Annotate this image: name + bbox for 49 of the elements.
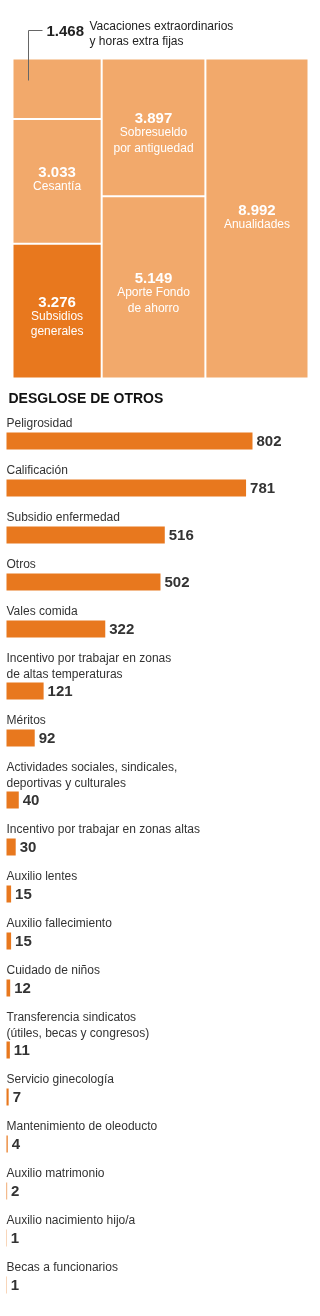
data-label: 1 — [10, 1229, 20, 1246]
y-tick-label: Becas a funcionarios — [6, 1259, 118, 1274]
data-label: 4 — [11, 1135, 21, 1152]
y-tick-label: Subsidio enfermedad — [6, 509, 120, 524]
y-tick-label: Cuidado de niños — [6, 962, 100, 977]
y-tick-label: Auxilio matrimonio — [6, 1165, 105, 1180]
category-label: Cesantía — [33, 179, 82, 194]
data-label: 7 — [12, 1088, 21, 1105]
data-label: 3.897 — [134, 109, 173, 127]
y-tick-label: Otros — [6, 556, 36, 571]
y-tick-label: Auxilio nacimiento hijo/a — [6, 1212, 136, 1227]
y-tick-label: Incentivo por trabajar en zonas de altas temperaturas — [6, 650, 172, 681]
category-label: Anualidades — [223, 216, 290, 231]
data-label: 92 — [38, 729, 56, 746]
data-label: 781 — [250, 479, 276, 496]
category-label: Vacaciones extraordinarios y horas extra fijas — [89, 18, 234, 48]
data-label: 1 — [10, 1276, 20, 1293]
y-tick-label: Auxilio lentes — [6, 868, 78, 883]
y-tick-label: Mantenimiento de oleoducto — [6, 1118, 158, 1133]
data-label: 3.033 — [38, 163, 76, 181]
data-label: 30 — [19, 838, 37, 855]
data-label: 15 — [15, 932, 32, 949]
data-label: 502 — [164, 573, 190, 590]
y-tick-label: Vales comida — [6, 603, 78, 618]
y-tick-label: Peligrosidad — [6, 415, 73, 430]
chart-title: DESGLOSE DE OTROS — [8, 389, 164, 406]
y-tick-label: Auxilio fallecimiento — [6, 915, 113, 930]
data-label: 8.992 — [238, 200, 276, 218]
y-tick-label: Actividades sociales, sindicales, deportivas y culturales — [6, 759, 178, 790]
data-label: 11 — [13, 1041, 30, 1058]
y-tick-label: Transferencia sindicatos (útiles, becas y congresos) — [6, 1009, 150, 1040]
data-label: 3.276 — [38, 293, 76, 311]
data-label: 121 — [47, 682, 73, 699]
y-tick-label: Incentivo por trabajar en zonas altas — [6, 821, 200, 836]
data-label: 2 — [11, 1182, 20, 1199]
y-tick-label: Méritos — [6, 712, 46, 727]
data-label: 5.149 — [134, 269, 173, 287]
data-label: 1.468 — [46, 21, 85, 39]
data-label: 12 — [14, 979, 31, 996]
data-label: 322 — [109, 620, 135, 637]
category-label: Sobresueldo por antiguedad — [113, 125, 194, 155]
category-label: Aporte Fondo de ahorro — [117, 285, 191, 315]
data-label: 516 — [168, 526, 194, 543]
y-tick-label: Servicio ginecología — [6, 1071, 115, 1086]
category-label: Subsidios generales — [30, 309, 84, 339]
data-label: 802 — [256, 432, 282, 449]
data-label: 15 — [15, 885, 32, 902]
data-label: 40 — [22, 791, 40, 808]
y-tick-label: Calificación — [6, 462, 68, 477]
